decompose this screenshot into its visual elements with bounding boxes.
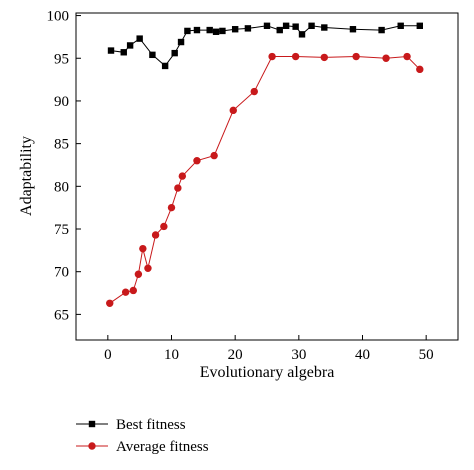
series-line-0 — [110, 25, 420, 67]
legend-label: Best fitness — [116, 417, 186, 433]
data-point — [177, 38, 185, 46]
plot-frame — [75, 12, 459, 341]
data-point — [129, 286, 137, 295]
data-point — [416, 65, 424, 74]
data-point — [120, 49, 127, 56]
y-tick-label: 70 — [54, 265, 69, 281]
data-point — [378, 26, 385, 34]
x-axis-ticks: 0 10 20 30 40 50 — [104, 335, 434, 363]
data-point — [320, 53, 328, 62]
x-tick-label: 50 — [419, 347, 434, 363]
x-tick-label: 10 — [164, 347, 179, 363]
data-point — [416, 22, 423, 30]
data-point — [282, 22, 290, 30]
data-point — [352, 52, 360, 61]
series-layer — [106, 22, 424, 307]
data-point — [292, 23, 299, 30]
data-point — [291, 52, 300, 61]
y-tick-label: 85 — [54, 137, 69, 153]
data-point — [244, 25, 252, 32]
legend-marker — [88, 442, 96, 450]
data-point — [134, 270, 143, 278]
legend-marker — [88, 420, 96, 428]
data-point — [268, 52, 276, 61]
data-point — [174, 184, 182, 192]
data-point — [193, 26, 201, 34]
y-tick-label: 80 — [54, 179, 69, 195]
data-point — [210, 151, 218, 160]
data-point — [144, 264, 152, 272]
x-axis-title: Evolutionary algebra — [200, 364, 335, 381]
data-point — [149, 51, 156, 59]
data-point — [178, 172, 187, 180]
data-point — [403, 52, 411, 61]
legend-label: Average fitness — [116, 439, 209, 455]
data-point — [126, 42, 134, 49]
data-point — [250, 87, 258, 96]
x-tick-label: 40 — [355, 347, 370, 363]
data-point — [151, 231, 160, 239]
data-point — [107, 47, 115, 54]
data-point — [349, 26, 357, 33]
data-point — [136, 35, 143, 42]
x-tick-label: 30 — [291, 347, 306, 363]
y-tick-label: 90 — [54, 94, 69, 110]
data-point — [167, 203, 176, 212]
x-tick-label: 0 — [104, 347, 112, 363]
y-axis-title: Adaptability — [18, 136, 35, 216]
y-tick-label: 100 — [47, 9, 70, 25]
series-line-1 — [109, 55, 421, 304]
data-point — [160, 222, 168, 231]
data-point — [171, 49, 178, 57]
data-point — [308, 22, 315, 30]
data-point — [219, 27, 226, 35]
y-axis-ticks: 65 70 75 80 85 90 95 100 — [47, 9, 81, 323]
data-point — [139, 244, 147, 253]
data-point — [397, 22, 404, 30]
legend: Best fitness Average fitness — [76, 417, 209, 455]
data-point — [229, 106, 237, 115]
data-point — [212, 28, 220, 35]
data-point — [106, 299, 114, 307]
data-point — [276, 26, 283, 34]
data-point — [321, 24, 328, 31]
data-point — [231, 26, 239, 33]
y-tick-label: 75 — [54, 222, 69, 238]
data-point — [161, 62, 169, 70]
data-point — [298, 31, 306, 38]
data-point — [184, 27, 191, 35]
data-point — [206, 26, 213, 34]
y-tick-label: 95 — [54, 51, 69, 67]
data-point — [382, 54, 390, 62]
x-tick-label: 20 — [228, 347, 243, 363]
data-point — [121, 288, 130, 296]
data-point — [193, 157, 201, 165]
data-point — [263, 22, 271, 30]
y-tick-label: 65 — [54, 307, 69, 323]
